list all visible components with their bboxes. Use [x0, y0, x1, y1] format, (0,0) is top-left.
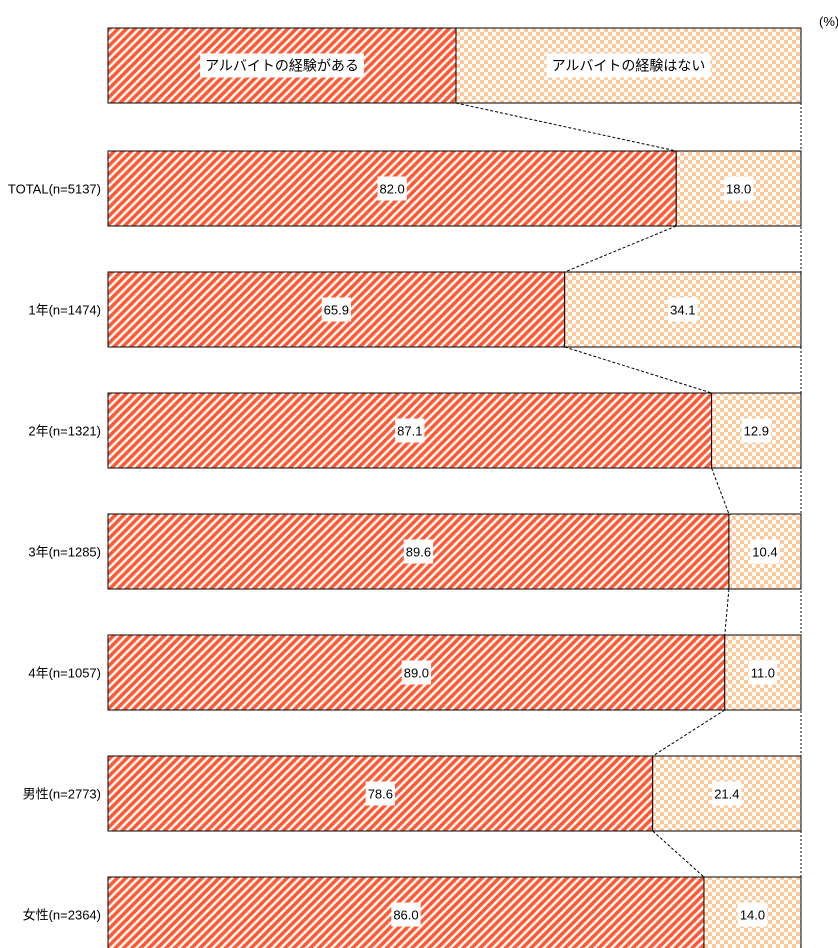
row-label-0: TOTAL(n=5137) [8, 182, 101, 197]
row-label-4: 4年(n=1057) [28, 666, 101, 681]
value-label-experienced-2-bg [395, 418, 425, 443]
connector-line-4 [724, 588, 730, 636]
value-label-experienced-2-group: 87.1 [395, 418, 425, 443]
value-label-experienced-5-bg [365, 781, 396, 806]
bars [107, 27, 802, 948]
value-label-experienced-1-group: 65.9 [321, 297, 351, 322]
connector-line-0 [455, 102, 677, 152]
value-label-experienced-6-bg [391, 902, 421, 927]
row-label-2: 2年(n=1321) [28, 424, 101, 439]
value-label-experienced-6-group: 86.0 [391, 902, 421, 927]
connector-line-2 [564, 346, 712, 394]
value-label-experienced-6: 86.0 [393, 908, 418, 923]
row-label-1: 1年(n=1474) [28, 303, 101, 318]
value-label-experienced-1: 65.9 [324, 303, 349, 318]
unit-label: (%) [819, 14, 838, 29]
legend-label-experienced-bg [200, 53, 364, 78]
connector-line-5 [652, 709, 726, 757]
connector-line-3 [711, 467, 730, 515]
legend-label-experienced-group: アルバイトの経験がある [200, 53, 364, 78]
legend-label-not-experienced-group: アルバイトの経験はない [546, 53, 711, 78]
connector-line-1 [564, 225, 677, 273]
value-label-experienced-4-bg [401, 660, 432, 685]
legend-label-not-experienced: アルバイトの経験はない [552, 58, 706, 74]
value-label-not-experienced-3-bg [750, 539, 780, 564]
value-label-not-experienced-0: 18.0 [726, 182, 751, 197]
value-label-not-experienced-5-bg [712, 781, 742, 806]
connector-line-6 [652, 830, 705, 878]
value-label-not-experienced-0-bg [723, 176, 754, 201]
value-label-not-experienced-2-bg [741, 418, 771, 443]
value-label-not-experienced-3: 10.4 [752, 545, 777, 560]
value-label-not-experienced-1-bg [668, 297, 698, 322]
value-label-not-experienced-6-bg [737, 902, 768, 927]
value-label-experienced-3: 89.6 [406, 545, 431, 560]
legend-label-experienced: アルバイトの経験がある [205, 58, 359, 74]
labels: アルバイトの経験がある アルバイトの経験はない 82.0 18.0 TOTAL(n=51… [8, 53, 780, 927]
value-label-experienced-3-group: 89.6 [403, 539, 434, 564]
value-label-not-experienced-3-group: 10.4 [750, 539, 780, 564]
row-label-3: 3年(n=1285) [28, 545, 101, 560]
legend-label-not-experienced-bg [546, 53, 711, 78]
value-label-experienced-2: 87.1 [397, 424, 422, 439]
value-label-experienced-1-bg [321, 297, 351, 322]
value-label-experienced-0: 82.0 [379, 182, 404, 197]
row-label-5: 男性(n=2773) [23, 787, 101, 802]
value-label-not-experienced-1: 34.1 [670, 303, 695, 318]
row-label-6: 女性(n=2364) [23, 908, 101, 923]
value-label-experienced-4: 89.0 [404, 666, 429, 681]
value-label-experienced-5: 78.6 [368, 787, 393, 802]
value-label-not-experienced-4: 11.0 [751, 666, 775, 681]
value-label-not-experienced-6: 14.0 [740, 908, 765, 923]
value-label-experienced-0-group: 82.0 [377, 176, 407, 201]
value-label-not-experienced-5: 21.4 [714, 787, 739, 802]
value-label-experienced-0-bg [377, 176, 407, 201]
value-label-not-experienced-6-group: 14.0 [737, 902, 768, 927]
value-label-not-experienced-2-group: 12.9 [741, 418, 771, 443]
value-label-experienced-3-bg [403, 539, 434, 564]
value-label-experienced-4-group: 89.0 [401, 660, 432, 685]
value-label-not-experienced-2: 12.9 [744, 424, 769, 439]
value-label-not-experienced-4-bg [748, 660, 778, 685]
value-label-not-experienced-1-group: 34.1 [668, 297, 698, 322]
value-label-not-experienced-0-group: 18.0 [723, 176, 754, 201]
value-label-not-experienced-5-group: 21.4 [712, 781, 742, 806]
value-label-experienced-5-group: 78.6 [365, 781, 396, 806]
value-label-not-experienced-4-group: 11.0 [748, 660, 778, 685]
